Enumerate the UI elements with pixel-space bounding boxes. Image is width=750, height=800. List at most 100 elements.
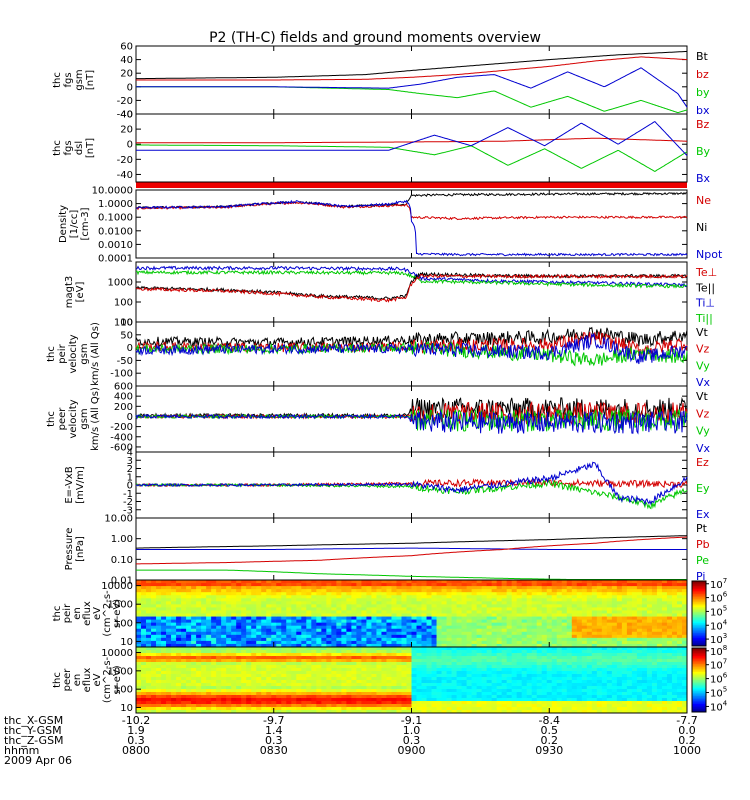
- peir-en-eflux-cell: [241, 607, 247, 611]
- peir-en-eflux-cell: [616, 613, 623, 617]
- peer-en-eflux-cell: [211, 689, 217, 693]
- peir-en-eflux-cell: [431, 604, 437, 608]
- peir-en-eflux-cell: [501, 640, 508, 645]
- peir-en-eflux-cell: [381, 622, 387, 627]
- peer-en-eflux-cell: [471, 689, 478, 693]
- peer-en-eflux-cell: [381, 686, 387, 690]
- peer-en-eflux-cell: [226, 704, 232, 708]
- peir-en-eflux-cell: [211, 592, 217, 596]
- peer-en-eflux-cell: [446, 671, 452, 675]
- peer-en-eflux-cell: [416, 662, 422, 666]
- peir-en-eflux-cell: [481, 628, 488, 633]
- peer-en-eflux-cell: [331, 710, 337, 714]
- peer-en-eflux-cell: [626, 665, 633, 669]
- peer-en-eflux-cell: [456, 668, 462, 672]
- peer-en-eflux-cell: [606, 668, 613, 672]
- peir-en-eflux-cell: [531, 583, 538, 587]
- peer-en-eflux-cell: [441, 686, 447, 690]
- peir-en-eflux-cell: [146, 580, 152, 584]
- peir-en-eflux-cell: [381, 595, 387, 599]
- peer-en-eflux-cell: [251, 662, 257, 666]
- peer-en-eflux-cell: [426, 704, 432, 708]
- peir-en-eflux-cell: [181, 640, 187, 645]
- peir-en-eflux-colorbar-seg: [692, 585, 706, 588]
- peir-en-eflux-cell: [266, 601, 272, 605]
- peer-en-eflux-cell: [266, 701, 272, 705]
- peer-en-eflux-cell: [386, 662, 392, 666]
- peer-en-eflux-cell: [596, 707, 603, 711]
- peer-en-eflux-cell: [191, 662, 197, 666]
- peer-en-eflux-cell: [301, 707, 307, 711]
- peir-en-eflux-cell: [646, 628, 653, 633]
- peer-en-eflux-cell: [226, 698, 232, 702]
- peer-en-eflux-cell: [136, 686, 142, 690]
- peir-en-eflux-cell: [271, 634, 277, 639]
- peir-en-eflux-cell: [401, 625, 407, 630]
- peer-en-eflux-cell: [506, 674, 513, 678]
- peer-en-eflux-cell: [181, 701, 187, 705]
- peer-en-eflux-cell: [601, 680, 608, 684]
- peir-en-eflux-cell: [451, 619, 457, 624]
- peir-en-eflux-cell: [196, 616, 202, 620]
- peer-en-eflux-cell: [576, 650, 583, 654]
- peir-en-eflux-cell: [511, 595, 518, 599]
- peer-en-eflux-cell: [146, 695, 152, 699]
- peir-en-eflux-cell: [661, 586, 668, 590]
- peer-en-eflux-cell: [616, 698, 623, 702]
- peir-en-eflux-cell: [491, 595, 498, 599]
- peir-en-eflux-cell: [586, 595, 593, 599]
- peer-en-eflux-cell: [596, 695, 603, 699]
- peir-en-eflux-cell: [431, 631, 437, 636]
- peir-en-eflux-cell: [556, 583, 563, 587]
- peir-en-eflux-colorbar-seg: [692, 590, 706, 593]
- peer-en-eflux-cell: [341, 653, 347, 657]
- peer-en-eflux-cell: [511, 668, 518, 672]
- peir-en-eflux-cell: [326, 619, 332, 624]
- peir-en-eflux-cell: [286, 634, 292, 639]
- peir-en-eflux-cell: [581, 598, 588, 602]
- peir-en-eflux-cell: [671, 592, 678, 596]
- peir-en-eflux-cell: [361, 631, 367, 636]
- peer-en-eflux-cell: [156, 707, 162, 711]
- peer-en-eflux-cell: [176, 686, 182, 690]
- peer-en-eflux-cell: [406, 647, 412, 651]
- peer-en-eflux-cell: [146, 656, 152, 660]
- peer-en-eflux-cell: [221, 653, 227, 657]
- peir-en-eflux-colorbar-seg: [692, 631, 706, 634]
- peer-en-eflux-cell: [606, 662, 613, 666]
- peir-en-eflux-cell: [611, 619, 618, 624]
- peer-en-eflux-cell: [571, 659, 578, 663]
- peer-en-eflux-cell: [456, 677, 462, 681]
- peer-en-eflux-cell: [616, 695, 623, 699]
- peir-en-eflux-cell: [616, 601, 623, 605]
- peir-en-eflux-cell: [366, 622, 372, 627]
- peer-en-eflux-cell: [311, 680, 317, 684]
- peir-en-eflux-cell: [366, 625, 372, 630]
- peir-en-eflux-cell: [581, 601, 588, 605]
- peir-en-eflux-cell: [236, 595, 242, 599]
- peir-en-eflux-cell: [576, 622, 583, 627]
- peir-en-eflux-cell: [166, 637, 172, 642]
- peer-en-eflux-cell: [156, 683, 162, 687]
- peer-en-eflux-cell: [546, 689, 553, 693]
- peir-en-eflux-cell: [416, 601, 422, 605]
- peir-en-eflux-cell: [481, 640, 488, 645]
- peer-en-eflux-cell: [501, 662, 508, 666]
- peir-en-eflux-cell: [566, 631, 573, 636]
- peir-en-eflux-cell: [221, 586, 227, 590]
- peer-en-eflux-cell: [396, 656, 402, 660]
- peir-en-eflux-cell: [661, 619, 668, 624]
- peir-en-eflux-cell: [416, 604, 422, 608]
- peer-en-eflux-cell: [141, 707, 147, 711]
- peir-en-eflux-cell: [456, 643, 462, 648]
- peir-en-eflux-cell: [531, 598, 538, 602]
- velocity-peir-ylabel-line: peir: [57, 343, 68, 363]
- peer-en-eflux-cell: [546, 662, 553, 666]
- peir-en-eflux-cell: [641, 610, 648, 614]
- peir-en-eflux-cell: [176, 601, 182, 605]
- peer-en-eflux-cell: [231, 656, 237, 660]
- peir-en-eflux-cell: [456, 625, 462, 630]
- peer-en-eflux-cell: [236, 686, 242, 690]
- peir-en-eflux-cell: [521, 631, 528, 636]
- peir-en-eflux-cell: [621, 631, 628, 636]
